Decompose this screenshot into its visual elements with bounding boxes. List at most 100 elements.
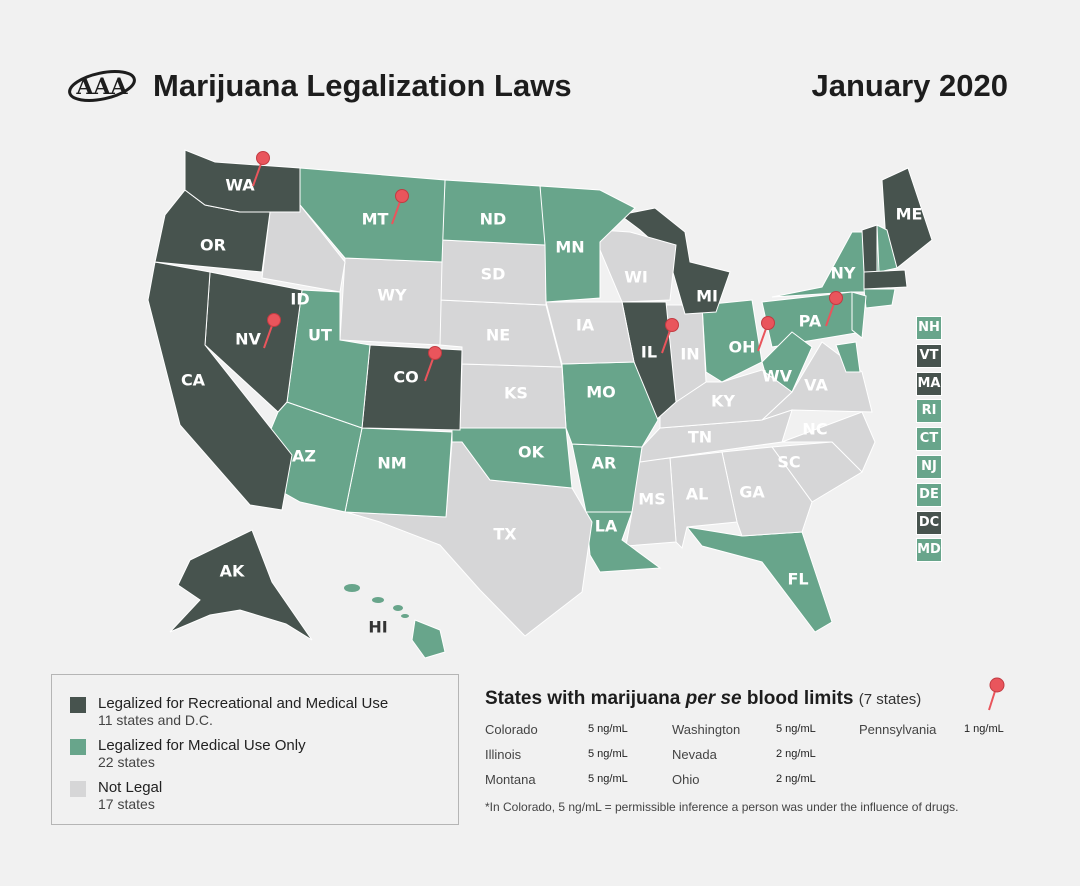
title-part: States with marijuana [485,688,686,709]
state-ca[interactable] [147,261,293,511]
state-label: MS [638,490,665,509]
state-label: OK [518,443,545,462]
limit-state: Ohio [672,772,700,787]
state-label: MO [586,383,616,402]
limit-value: 2 ng/mL [776,748,816,760]
small-state-md[interactable]: MD [916,538,942,563]
small-state-de[interactable]: DE [916,482,942,507]
legend-sub: 11 states and D.C. [98,712,213,728]
state-label: MI [696,287,718,306]
state-label: OH [729,338,756,357]
aaa-logo: AAA [68,70,136,102]
limit-state: Pennsylvania [859,722,937,737]
state-label: NC [802,420,827,439]
legend-swatch [70,781,86,797]
state-label: KS [504,384,528,403]
limit-state: Washington [672,722,741,737]
svg-text:AAA: AAA [75,74,128,100]
state-ia[interactable] [545,301,635,365]
state-label: NM [377,454,406,473]
limit-state: Montana [485,772,536,787]
legend-swatch [70,697,86,713]
state-label: NY [831,264,856,283]
limit-value: 5 ng/mL [588,748,628,760]
footnote: *In Colorado, 5 ng/mL = permissible infe… [485,800,959,814]
limit-state: Illinois [485,747,522,762]
state-label: WV [762,367,793,386]
state-label: CA [181,371,206,390]
state-label: WI [624,268,648,287]
state-count: (7 states) [858,691,922,708]
pin-icon [263,313,281,349]
state-ky[interactable] [659,369,793,429]
state-label: ND [480,210,507,229]
state-label: SC [777,453,800,472]
legend-swatch [70,739,86,755]
small-state-ma[interactable]: MA [916,371,942,396]
small-state-ri[interactable]: RI [916,399,942,424]
limit-value: 1 ng/mL [964,723,1004,735]
small-state-ct[interactable]: CT [916,427,942,452]
state-label: IL [641,343,657,362]
nj-shape [851,291,867,339]
state-label: HI [368,618,387,637]
state-label: TX [493,525,517,544]
hawaii-island [401,614,409,618]
limit-value: 5 ng/mL [776,723,816,735]
state-label: UT [308,326,332,345]
state-label: MT [362,210,389,229]
state-label: KY [711,392,735,411]
state-ak[interactable] [169,529,313,641]
state-label: AL [686,485,709,504]
state-label: AR [592,454,617,473]
nh-shape [876,224,898,273]
hawaii-island [372,597,384,603]
state-label: ID [290,290,309,309]
state-label: PA [799,312,822,331]
state-label: TN [688,428,712,447]
state-label: AZ [292,447,316,466]
limit-value: 5 ng/mL [588,723,628,735]
state-label: NE [486,326,510,345]
state-label: WY [377,286,407,305]
hawaii-island [344,584,360,592]
limit-state: Nevada [672,747,717,762]
state-label: SD [481,265,506,284]
state-nm[interactable] [344,427,453,518]
state-label: VA [804,376,828,395]
state-wa[interactable] [184,149,301,213]
pin-icon [757,316,775,352]
pin-icon [391,189,409,225]
ma-shape [863,269,908,290]
state-label: FL [787,570,808,589]
state-label: IA [576,316,595,335]
pin-icon [252,151,270,187]
state-label: GA [739,483,765,502]
us-map: WA OR CA NV ID MT WY UT CO AZ NM ND SD NE KS OK TX MN IA MO… [147,149,933,659]
state-label: CO [393,368,418,387]
small-state-dc[interactable]: DC [916,510,942,535]
state-label: LA [595,517,618,536]
small-state-nj[interactable]: NJ [916,455,942,479]
legend-sub: 17 states [98,796,155,812]
pin-icon [661,318,679,354]
pin-icon [825,291,843,327]
state-label: ME [896,205,923,224]
small-state-nh[interactable]: NH [916,316,942,340]
pin-icon [424,346,442,382]
legend-title: Not Legal [98,779,163,796]
title-emphasis: per se [685,688,742,709]
state-co[interactable] [361,344,463,431]
state-fl[interactable] [685,526,833,633]
small-state-vt[interactable]: VT [916,343,942,368]
pin-icon [988,677,1005,711]
state-label: OR [200,236,226,255]
date-label: January 2020 [811,68,1008,103]
legend-title: Legalized for Recreational and Medical U… [98,695,389,712]
page-title: Marijuana Legalization Laws [153,68,572,103]
state-hi[interactable] [411,619,446,659]
state-label: WA [225,176,255,195]
legend-title: Legalized for Medical Use Only [98,737,306,754]
ct-ri-shape [863,288,896,309]
